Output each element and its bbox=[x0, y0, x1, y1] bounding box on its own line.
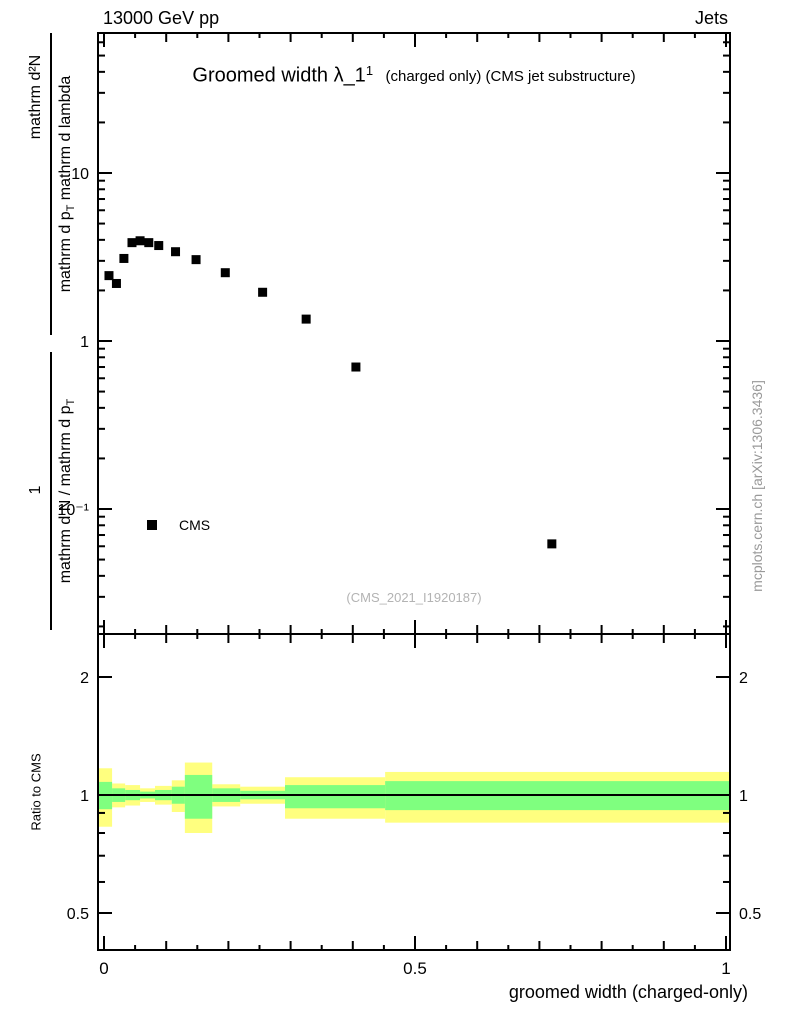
y-axis-label-upper-denominator-post: mathrm d lambda bbox=[56, 75, 74, 205]
header-analysis-group: Jets bbox=[694, 8, 728, 28]
y-axis-label-upper-denominator-pre: mathrm d p bbox=[56, 211, 74, 293]
y-tick-label: 1 bbox=[80, 334, 89, 351]
y-axis-label-lower-fraction-bar bbox=[50, 352, 52, 630]
legend: CMS bbox=[147, 517, 210, 533]
plot-title-details: (charged only) (CMS jet substructure) bbox=[385, 68, 636, 86]
data-point bbox=[144, 238, 154, 248]
data-point bbox=[191, 255, 201, 265]
x-axis-title: groomed width (charged-only) bbox=[508, 982, 748, 1002]
plot-title-superscript: 1 bbox=[365, 63, 374, 78]
data-point bbox=[351, 362, 361, 372]
data-point bbox=[119, 253, 129, 263]
analysis-watermark: (CMS_2021_I1920187) bbox=[346, 590, 482, 605]
data-point bbox=[104, 271, 114, 281]
y-tick-label: 10 bbox=[71, 166, 89, 183]
main-panel-frame bbox=[97, 32, 731, 635]
ratio-y-tick-label: 2 bbox=[80, 670, 89, 687]
y-tick-label: 10⁻¹ bbox=[57, 502, 89, 519]
y-axis-label-lower-denominator-pre: mathrm d N / mathrm d p bbox=[56, 405, 74, 584]
mcplots-credit: mcplots.cern.ch [arXiv:1306.3436] bbox=[749, 380, 765, 592]
data-point bbox=[111, 278, 121, 288]
ratio-y-tick-label: 2 bbox=[739, 670, 748, 687]
legend-marker-square-icon bbox=[147, 520, 157, 530]
data-point bbox=[258, 287, 268, 297]
y-axis-label-lower-denominator: mathrm d N / mathrm d pT bbox=[57, 399, 77, 584]
ratio-axis-label: Ratio to CMS bbox=[28, 753, 44, 831]
data-point bbox=[127, 238, 137, 248]
ratio-y-tick-label: 1 bbox=[739, 788, 748, 805]
data-point bbox=[301, 314, 311, 324]
data-point bbox=[171, 247, 181, 257]
ratio-y-tick-label: 1 bbox=[80, 788, 89, 805]
y-axis-label-upper-denominator: mathrm d pT mathrm d lambda bbox=[57, 76, 77, 293]
data-point bbox=[135, 236, 145, 246]
y-axis-label-lower-numerator: 1 bbox=[27, 485, 44, 495]
uncertainty-band-inner bbox=[184, 774, 213, 819]
legend-entry-label: CMS bbox=[179, 517, 211, 533]
y-axis-label-upper-fraction-bar bbox=[50, 33, 52, 335]
data-point bbox=[220, 268, 230, 278]
data-point bbox=[547, 539, 557, 549]
y-axis-label-upper-denominator-sub: T bbox=[65, 204, 78, 212]
x-tick-label: 1 bbox=[721, 959, 730, 978]
y-axis-label-lower-denominator-sub: T bbox=[65, 398, 78, 406]
data-point bbox=[154, 241, 164, 251]
header-beam-energy: 13000 GeV pp bbox=[103, 8, 220, 28]
y-axis-label-upper-numerator: mathrm d²N bbox=[27, 54, 44, 140]
plot-title: Groomed width λ_11 (charged only) (CMS j… bbox=[98, 63, 730, 87]
ratio-y-tick-label: 0.5 bbox=[67, 906, 89, 923]
x-tick-label: 0 bbox=[99, 959, 108, 978]
uncertainty-band-inner bbox=[285, 785, 386, 809]
x-tick-label: 0.5 bbox=[403, 959, 427, 978]
plot-title-observable: Groomed width λ_1 bbox=[192, 64, 366, 87]
ratio-y-tick-label: 0.5 bbox=[739, 906, 761, 923]
